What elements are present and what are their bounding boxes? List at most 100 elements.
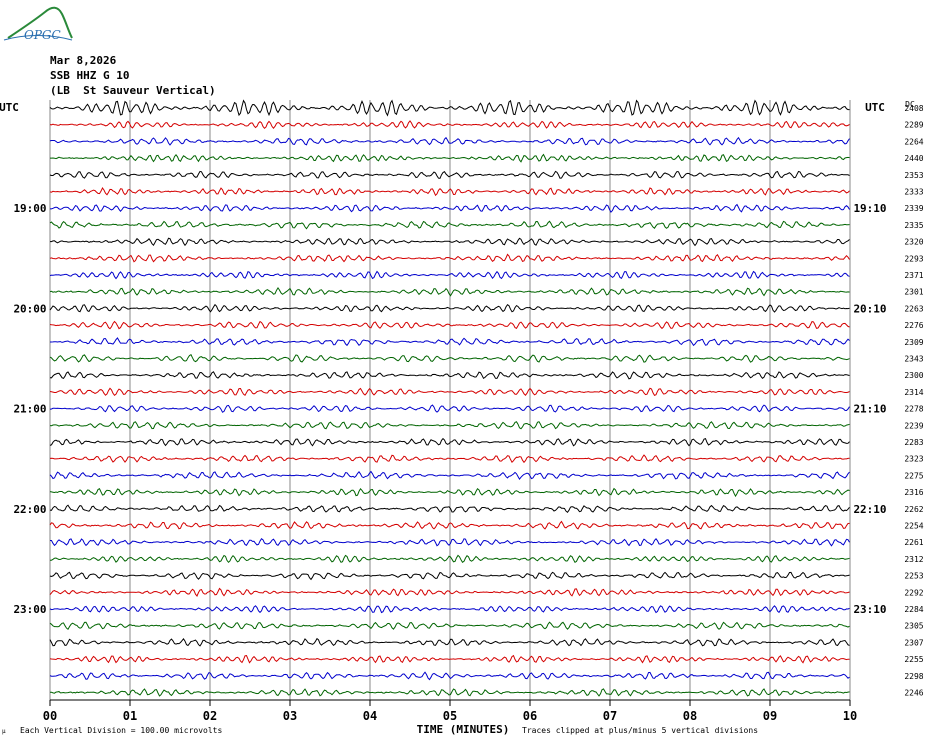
left-time-label: 23:00 xyxy=(13,603,46,616)
x-tick-label: 01 xyxy=(123,709,137,723)
dc-value-label: 2284 xyxy=(904,605,923,614)
dc-value-label: 2320 xyxy=(904,238,923,247)
footer-clip-note: Traces clipped at plus/minus 5 vertical … xyxy=(522,726,758,735)
seismic-trace xyxy=(49,621,850,631)
right-utc-label: UTC xyxy=(865,101,885,114)
dc-value-label: 2339 xyxy=(904,204,923,213)
seismic-trace xyxy=(49,286,850,297)
footer-scale-note: Each Vertical Division = 100.00 microvol… xyxy=(20,726,222,735)
seismic-trace xyxy=(49,136,850,146)
seismic-trace xyxy=(49,571,850,581)
x-tick-label: 00 xyxy=(43,709,57,723)
station-label: SSB HHZ G 10 xyxy=(50,69,130,82)
dc-value-label: 2305 xyxy=(904,622,923,631)
trace-layer xyxy=(49,99,850,697)
dc-value-label: 2261 xyxy=(904,538,923,547)
left-time-label: 22:00 xyxy=(13,503,46,516)
dc-value-label: 2323 xyxy=(904,455,923,464)
seismic-trace xyxy=(49,454,850,464)
seismic-trace xyxy=(49,520,850,530)
seismic-trace xyxy=(49,270,850,280)
x-tick-label: 07 xyxy=(603,709,617,723)
dc-value-label: 2264 xyxy=(904,137,923,146)
dc-value-label: 2278 xyxy=(904,405,923,414)
dc-value-label: 2255 xyxy=(904,655,923,664)
dc-value-label: 2283 xyxy=(904,438,923,447)
left-time-label: 20:00 xyxy=(13,302,46,315)
dc-value-label: 2289 xyxy=(904,121,923,130)
dc-value-label: 2254 xyxy=(904,522,923,531)
right-time-label: 22:10 xyxy=(853,503,886,516)
dc-value-label: 2275 xyxy=(904,471,923,480)
x-axis-title: TIME (MINUTES) xyxy=(417,723,510,736)
label-layer: 00 01 02 03 04 05 06 07 08 09 10 UTC UTC DC TIME (MINU… xyxy=(0,100,924,736)
dc-value-label: 2440 xyxy=(904,154,923,163)
dc-value-label: 2298 xyxy=(904,672,923,681)
dc-value-label: 2292 xyxy=(904,588,923,597)
dc-header-label: DC xyxy=(905,100,915,109)
x-tick-label: 06 xyxy=(523,709,537,723)
seismic-trace xyxy=(49,387,850,397)
dc-value-label: 2307 xyxy=(904,638,923,647)
logo-text: OPGC xyxy=(24,28,61,42)
dc-value-label: 2301 xyxy=(904,288,923,297)
opgc-logo: OPGC xyxy=(3,6,73,42)
left-time-label: 19:00 xyxy=(13,202,46,215)
seismic-trace xyxy=(49,320,850,330)
seismic-trace xyxy=(50,203,850,213)
dc-value-label: 2335 xyxy=(904,221,923,230)
dc-value-label: 2316 xyxy=(904,488,923,497)
location-label: (LB St Sauveur Vertical) xyxy=(50,84,216,97)
seismic-trace xyxy=(49,220,850,230)
seismic-trace xyxy=(49,170,850,179)
seismic-trace xyxy=(49,470,850,480)
dc-value-label: 2314 xyxy=(904,388,923,397)
left-time-label: 21:00 xyxy=(13,403,46,416)
x-tick-label: 08 xyxy=(683,709,697,723)
dc-value-label: 2253 xyxy=(904,572,923,581)
x-tick-label: 10 xyxy=(843,709,857,723)
seismic-trace xyxy=(49,671,850,681)
seismic-trace xyxy=(49,487,850,498)
dc-value-label: 2408 xyxy=(904,104,923,113)
seismic-trace xyxy=(49,587,850,597)
dc-value-label: 2293 xyxy=(904,254,923,263)
dc-value-label: 2239 xyxy=(904,421,923,430)
seismic-trace xyxy=(49,437,850,447)
date-label: Mar 8,2026 xyxy=(50,54,117,67)
seismic-trace xyxy=(49,404,850,413)
x-tick-label: 09 xyxy=(763,709,777,723)
seismic-trace xyxy=(49,303,850,313)
right-time-label: 20:10 xyxy=(853,302,886,315)
x-tick-label: 05 xyxy=(443,709,457,723)
footer-mu-mark: μ xyxy=(2,728,6,735)
dc-value-label: 2309 xyxy=(904,338,923,347)
seismic-trace xyxy=(50,537,850,547)
grid-layer xyxy=(49,100,851,706)
x-tick-label: 03 xyxy=(283,709,297,723)
logo-arc xyxy=(3,35,73,41)
right-time-label: 23:10 xyxy=(853,603,886,616)
right-time-label: 21:10 xyxy=(853,403,886,416)
dc-value-label: 2333 xyxy=(904,188,923,197)
seismic-trace xyxy=(50,237,850,247)
dc-value-label: 2262 xyxy=(904,505,923,514)
right-time-label: 19:10 xyxy=(853,202,886,215)
seismic-trace xyxy=(50,337,850,347)
seismic-trace xyxy=(49,654,850,664)
dc-value-label: 2353 xyxy=(904,171,923,180)
seismic-trace xyxy=(49,99,850,117)
seismic-trace xyxy=(49,637,850,647)
dc-value-label: 2246 xyxy=(904,689,923,698)
seismic-trace xyxy=(50,153,850,163)
dc-value-label: 2276 xyxy=(904,321,923,330)
seismic-trace xyxy=(49,605,850,614)
logo-swoosh xyxy=(7,6,73,39)
seismic-trace xyxy=(49,120,850,130)
seismic-trace xyxy=(49,354,850,363)
seismic-trace xyxy=(49,421,850,430)
seismic-trace xyxy=(49,504,850,514)
dc-value-label: 2312 xyxy=(904,555,923,564)
seismic-trace xyxy=(50,688,850,697)
